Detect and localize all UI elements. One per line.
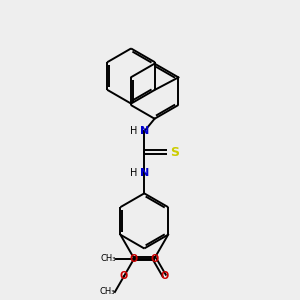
Text: CH₃: CH₃ [99, 287, 115, 296]
Text: H: H [130, 126, 137, 136]
Text: O: O [130, 254, 138, 264]
Text: N: N [140, 126, 149, 136]
Text: N: N [140, 168, 149, 178]
Text: O: O [160, 272, 169, 281]
Text: S: S [170, 146, 179, 158]
Text: H: H [130, 168, 137, 178]
Text: CH₃: CH₃ [100, 254, 116, 263]
Text: O: O [120, 272, 128, 281]
Text: O: O [151, 254, 159, 264]
